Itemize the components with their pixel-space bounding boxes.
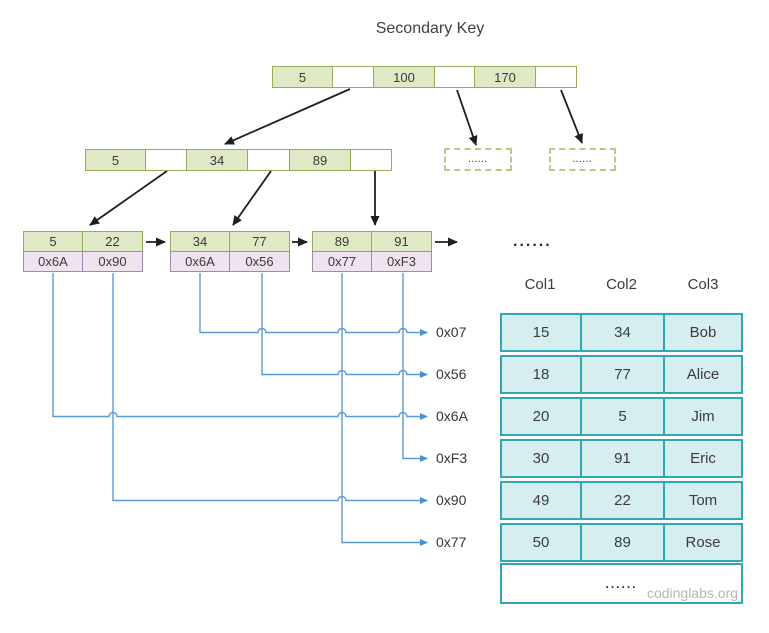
internal-pointer-cell bbox=[350, 149, 392, 171]
table-row: 49 22 Tom bbox=[500, 481, 743, 520]
edge-root-to-internal bbox=[224, 88, 351, 145]
leaf-key-cell: 22 bbox=[82, 231, 143, 252]
table-cell: 50 bbox=[502, 525, 582, 560]
table-cell: Jim bbox=[691, 408, 715, 425]
table-cell: 77 bbox=[582, 357, 665, 392]
diagram-title: Secondary Key bbox=[375, 20, 485, 37]
edge-root-to-dashed-1 bbox=[456, 89, 478, 146]
dashed-node: ...... bbox=[444, 148, 512, 171]
watermark: codinglabs.org bbox=[646, 585, 738, 601]
pointer-line-to-0xF3 bbox=[402, 273, 428, 462]
address-label: 0x07 bbox=[436, 324, 467, 340]
table-ellipsis-row: ...... bbox=[500, 563, 743, 604]
table-cell: Bob bbox=[689, 324, 717, 341]
address-label: 0xF3 bbox=[436, 450, 468, 466]
internal-key-cell: 89 bbox=[289, 149, 351, 171]
internal-node: 5 34 89 bbox=[85, 149, 392, 171]
column-header: Col1 bbox=[524, 276, 556, 293]
table-cell: 89 bbox=[582, 525, 665, 560]
table-row: 30 91 Eric bbox=[500, 439, 743, 478]
pointer-line-to-0x07 bbox=[199, 273, 428, 336]
leaf2-key-row: 34 77 bbox=[170, 231, 290, 252]
leaf-key-cell: 77 bbox=[229, 231, 290, 252]
leaf-pointer-cell: 0x56 bbox=[229, 251, 290, 272]
edge-internal-to-leaf-1 bbox=[89, 170, 168, 226]
edge-root-to-dashed-2 bbox=[560, 89, 583, 144]
internal-key-cell: 5 bbox=[85, 149, 146, 171]
leaf3-pointer-row: 0x77 0xF3 bbox=[312, 251, 432, 272]
table-ellipsis: ...... bbox=[605, 576, 638, 591]
leaf-key-cell: 5 bbox=[23, 231, 83, 252]
table-cell: 5 bbox=[582, 399, 665, 434]
root-pointer-cell bbox=[535, 66, 577, 88]
root-key-cell: 100 bbox=[373, 66, 435, 88]
address-label: 0x56 bbox=[436, 366, 467, 382]
table-cell: 18 bbox=[502, 357, 582, 392]
root-key-cell: 5 bbox=[272, 66, 333, 88]
table-cell: Alice bbox=[686, 366, 720, 383]
internal-pointer-cell bbox=[145, 149, 187, 171]
leaf-row-ellipsis: ...... bbox=[513, 233, 552, 250]
column-header: Col2 bbox=[606, 276, 637, 293]
leaf-pointer-cell: 0x77 bbox=[312, 251, 372, 272]
table-header-row: Col1 Col2 Col3 bbox=[500, 276, 743, 293]
table-cell: 22 bbox=[582, 483, 665, 518]
dashed-node: ...... bbox=[549, 148, 616, 171]
root-pointer-cell bbox=[332, 66, 374, 88]
pointer-line-to-0x56 bbox=[261, 273, 428, 378]
leaf-key-cell: 91 bbox=[371, 231, 432, 252]
table-cell: 34 bbox=[582, 315, 665, 350]
pointer-line-to-0x90 bbox=[112, 273, 428, 504]
root-key-cell: 170 bbox=[474, 66, 536, 88]
leaf-key-cell: 34 bbox=[170, 231, 230, 252]
address-label: 0x77 bbox=[436, 534, 467, 550]
leaf2-pointer-row: 0x6A 0x56 bbox=[170, 251, 290, 272]
leaf-key-cell: 89 bbox=[312, 231, 372, 252]
table-cell: 15 bbox=[502, 315, 582, 350]
table-row: 15 34 Bob bbox=[500, 313, 743, 352]
leaf3-key-row: 89 91 bbox=[312, 231, 432, 252]
table-row: 20 5 Jim bbox=[500, 397, 743, 436]
root-node: 5 100 170 bbox=[272, 66, 577, 88]
address-label: 0x6A bbox=[436, 408, 468, 424]
pointer-line-to-0x6A bbox=[52, 273, 428, 420]
table-cell: Eric bbox=[690, 450, 716, 467]
table-cell: 91 bbox=[582, 441, 665, 476]
address-label: 0x90 bbox=[436, 492, 467, 508]
leaf-pointer-cell: 0x90 bbox=[82, 251, 143, 272]
leaf-pointer-cell: 0x6A bbox=[23, 251, 83, 272]
root-pointer-cell bbox=[434, 66, 475, 88]
table-cell: 49 bbox=[502, 483, 582, 518]
table-cell: 20 bbox=[502, 399, 582, 434]
table-cell: 30 bbox=[502, 441, 582, 476]
leaf1-pointer-row: 0x6A 0x90 bbox=[23, 251, 143, 272]
table-row: 18 77 Alice bbox=[500, 355, 743, 394]
leaf-pointer-cell: 0x6A bbox=[170, 251, 230, 272]
internal-key-cell: 34 bbox=[186, 149, 248, 171]
leaf1-key-row: 5 22 bbox=[23, 231, 143, 252]
internal-pointer-cell bbox=[247, 149, 290, 171]
record-pointer-lines bbox=[52, 273, 428, 546]
column-header: Col3 bbox=[687, 276, 719, 293]
table-row: 50 89 Rose bbox=[500, 523, 743, 562]
edge-internal-to-leaf-2 bbox=[232, 170, 272, 226]
table-cell: Rose bbox=[685, 534, 721, 551]
table-cell: Tom bbox=[688, 492, 718, 509]
leaf-pointer-cell: 0xF3 bbox=[371, 251, 432, 272]
pointer-line-to-0x77 bbox=[341, 273, 428, 546]
